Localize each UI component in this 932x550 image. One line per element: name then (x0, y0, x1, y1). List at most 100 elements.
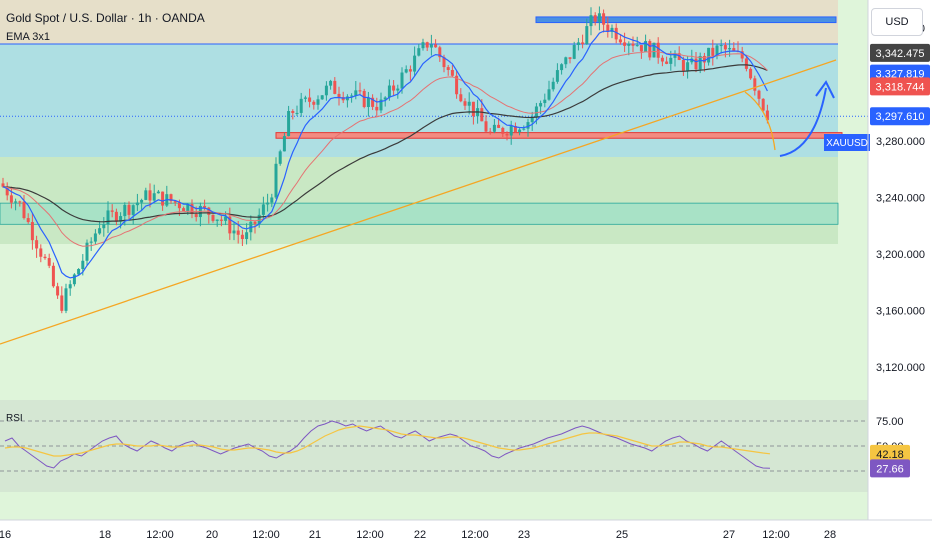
candle-body (707, 47, 711, 63)
y-tick-label: 3,280.000 (876, 136, 925, 148)
y-tick-label: 3,240.000 (876, 193, 925, 205)
candle-body (68, 284, 72, 289)
candle-body (366, 97, 370, 108)
candle-body (30, 222, 34, 241)
candle-body (602, 13, 606, 25)
candle-body (744, 58, 748, 69)
x-tick-label: 12:00 (461, 529, 489, 541)
candle-body (282, 136, 286, 152)
candle-body (530, 116, 534, 123)
candle-body (690, 58, 694, 63)
price-label: 3,342.475 (876, 48, 925, 60)
candle-body (190, 204, 194, 215)
candle-body (513, 125, 517, 133)
candle-body (329, 80, 333, 86)
candle-body (589, 15, 593, 27)
candle-body (543, 99, 547, 104)
candle-body (555, 70, 559, 82)
candle-body (400, 72, 404, 89)
candle-body (379, 99, 383, 111)
x-tick-label: 18 (99, 529, 111, 541)
candle-body (681, 59, 685, 71)
candle-body (98, 228, 102, 234)
candle-body (324, 85, 328, 96)
price-label-bg (870, 77, 930, 96)
candle-body (89, 241, 93, 243)
chart-title: Gold Spot / U.S. Dollar · 1h · OANDA (6, 11, 205, 25)
candle-body (161, 191, 165, 206)
rsi-current-bg (870, 444, 910, 463)
candle-body (1, 183, 5, 187)
candle-body (715, 45, 719, 56)
price-label: 3,318.744 (876, 81, 925, 93)
candle-body (350, 95, 354, 97)
candle-body (383, 97, 387, 100)
projection-arrowhead (815, 80, 835, 99)
candle-body (631, 43, 635, 46)
candle-body (505, 133, 509, 136)
candle-body (610, 27, 614, 32)
candle-body (581, 42, 585, 45)
candle-body (585, 26, 589, 45)
candle-body (606, 24, 610, 32)
candle-body (291, 111, 295, 113)
rsi-ma-line (4, 425, 771, 457)
candle-body (278, 151, 282, 164)
candle-body (534, 106, 538, 117)
candle-body (522, 128, 526, 130)
x-tick-label: 23 (518, 529, 530, 541)
candle-body (686, 62, 690, 71)
candle-body (618, 39, 622, 43)
candle-body (656, 42, 660, 58)
candle-body (455, 75, 459, 95)
candle-body (303, 97, 307, 99)
candle-body (459, 94, 463, 102)
candle-body (219, 219, 223, 221)
candle-body (669, 57, 673, 64)
candle-body (438, 47, 442, 58)
candle-body (425, 42, 429, 48)
candle-body (740, 51, 744, 59)
x-tick-label: 20 (206, 529, 218, 541)
candle-body (593, 15, 597, 22)
time-scale-bg (0, 520, 932, 550)
currency-button[interactable]: USD (871, 8, 923, 36)
candle-body (85, 242, 89, 261)
candle-body (295, 112, 299, 114)
candle-body (404, 69, 408, 73)
x-tick-label: 28 (824, 529, 836, 541)
candle-body (5, 186, 9, 196)
candle-body (396, 88, 400, 91)
y-tick-label: 3,200.000 (876, 249, 925, 261)
candle-body (26, 218, 30, 223)
candle-body (719, 45, 723, 47)
candle-body (77, 269, 81, 275)
candle-body (194, 214, 198, 218)
candle-body (576, 42, 580, 45)
x-tick-label: 12:00 (356, 529, 384, 541)
candle-body (127, 204, 131, 215)
candle-body (102, 224, 106, 229)
candle-body (312, 101, 316, 105)
candle-body (182, 208, 186, 212)
x-tick-label: 12:00 (146, 529, 174, 541)
candle-body (728, 48, 732, 50)
rsi-level-label: 75.00 (876, 416, 904, 428)
candle-body (270, 197, 274, 203)
rsi-line (4, 420, 771, 469)
candle-body (408, 69, 412, 72)
candle-body (480, 108, 484, 122)
candle-body (362, 90, 366, 108)
candle-body (677, 53, 681, 60)
candle-body (673, 53, 677, 58)
candle-body (471, 101, 475, 117)
candle-body (765, 110, 769, 121)
y-tick-label: 3,160.000 (876, 305, 925, 317)
candle-body (635, 45, 639, 47)
candle-body (228, 216, 232, 234)
candle-body (56, 286, 60, 296)
x-tick-label: 16 (0, 529, 11, 541)
candle-body (417, 48, 421, 56)
resistance-zone (535, 16, 837, 24)
